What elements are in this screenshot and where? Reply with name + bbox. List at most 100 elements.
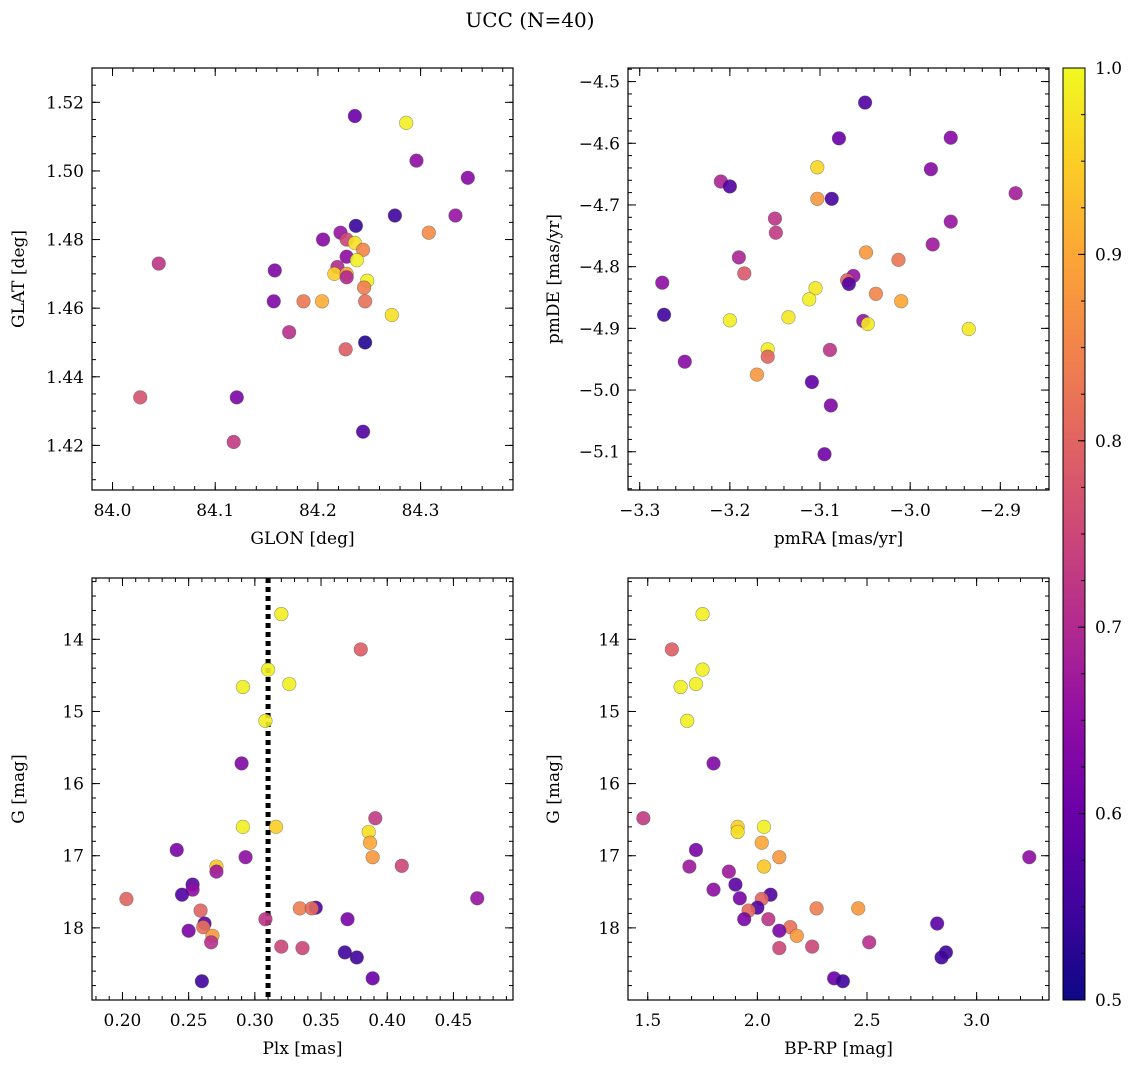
scatter-point [732, 891, 747, 906]
scatter-point [133, 390, 148, 405]
scatter-point [756, 819, 772, 834]
scatter-point [943, 214, 958, 229]
scatter-point [193, 903, 208, 918]
scatter-point [258, 912, 273, 927]
scatter-point [314, 294, 330, 309]
scatter-point [365, 971, 380, 986]
scatter-point [204, 935, 219, 950]
scatter-point [226, 434, 241, 450]
scatter-point [235, 819, 251, 834]
y-axis-label: G [mag] [9, 754, 29, 823]
scatter-point [817, 447, 832, 462]
x-axis-label: BP-RP [mag] [784, 1039, 893, 1059]
scatter-point [831, 131, 847, 146]
scatter-point [235, 679, 251, 695]
x-tick-label: 1.5 [634, 1011, 661, 1031]
colorbar: 0.5 0.6 0.7 0.8 0.9 1.0 [1062, 59, 1122, 1011]
scatter-point [1008, 186, 1023, 201]
y-tick-label: 18 [62, 919, 84, 939]
scatter-point [695, 662, 710, 677]
scatter-point [721, 864, 736, 879]
scatter-point [682, 859, 697, 874]
scatter-point [858, 245, 874, 260]
y-axis-label: G [mag] [544, 754, 564, 823]
scatter-point [677, 354, 692, 369]
scatter-point [1022, 850, 1037, 865]
x-tick-label: 0.30 [236, 1011, 274, 1031]
scatter-point [229, 390, 244, 405]
scatter-point [943, 130, 958, 145]
scatter-point [772, 940, 787, 956]
y-tick-label: 16 [598, 775, 620, 795]
scatter-point [822, 342, 838, 358]
scatter-point [894, 294, 909, 309]
scatter-point [282, 676, 297, 692]
scatter-point [194, 974, 209, 989]
scatter-point [268, 819, 284, 834]
y-tick-label: 1.44 [46, 368, 84, 388]
scatter-point [841, 276, 856, 292]
scatter-point [409, 153, 424, 168]
scatter-point [706, 756, 721, 771]
scatter-point [196, 920, 211, 935]
scatter-point [315, 232, 331, 247]
scatter-point [688, 842, 704, 858]
x-tick-label: 2.0 [744, 1011, 771, 1031]
x-tick-label: 2.5 [853, 1011, 880, 1031]
scatter-point [470, 891, 485, 906]
colorbar-tick-label: 0.7 [1095, 618, 1122, 638]
scatter-point [805, 939, 820, 954]
scatter-point [930, 916, 945, 931]
scatter-point [923, 162, 939, 177]
scatter-point [339, 270, 354, 285]
scatter-point [234, 756, 249, 771]
x-tick-label: 3.0 [963, 1011, 990, 1031]
y-tick-label: 1.42 [46, 436, 84, 456]
scatter-point [656, 307, 672, 322]
scatter-point [348, 218, 363, 233]
scatter-point [706, 882, 721, 897]
scatter-point [238, 850, 253, 865]
scatter-point [349, 253, 365, 268]
x-tick-label: 0.35 [302, 1011, 340, 1031]
scatter-point [756, 859, 772, 874]
y-tick-label: −5.1 [579, 443, 620, 463]
x-tick-label: 84.3 [402, 501, 440, 521]
scatter-point [722, 179, 737, 194]
scatter-point [772, 923, 787, 938]
y-tick-label: 17 [62, 847, 84, 867]
scatter-point [781, 310, 796, 325]
panel-glon-glat: 84.0 84.1 84.2 84.3 1.42 1.44 1.46 1.48 1.50 1.52… [9, 67, 514, 549]
scatter-point [181, 923, 196, 938]
plot-area [91, 577, 514, 1001]
scatter-point [384, 307, 399, 323]
scatter-point [737, 912, 752, 927]
scatter-point [337, 945, 352, 960]
scatter-point [824, 191, 839, 206]
x-tick-label: 84.0 [94, 501, 132, 521]
panel-plx-g: 0.20 0.25 0.30 0.35 0.40 0.45 14 15 16 17 18 Plx [m… [9, 577, 514, 1059]
scatter-point [749, 367, 765, 382]
scatter-point [282, 325, 297, 340]
scatter-point [934, 950, 949, 965]
scatter-point [673, 679, 688, 695]
colorbar-tick-label: 0.8 [1095, 432, 1122, 452]
colorbar-tick-label: 0.6 [1095, 805, 1122, 825]
x-tick-label: −2.9 [980, 501, 1021, 521]
colorbar-tick-label: 0.9 [1095, 245, 1122, 265]
scatter-point [754, 835, 769, 850]
scatter-point [731, 250, 746, 265]
scatter-point [448, 208, 463, 223]
scatter-point [823, 398, 838, 413]
scatter-point [760, 349, 775, 364]
scatter-point [761, 912, 776, 927]
scatter-point [151, 256, 166, 271]
panel-pmra-pmde: −3.3 −3.2 −3.1 −3.0 −2.9 −5.1 −5.0 −4.9 −4.8 −4.7… [544, 67, 1050, 549]
scatter-point [768, 225, 783, 240]
y-tick-label: −4.7 [579, 196, 620, 216]
scatter-point [357, 280, 372, 295]
x-tick-label: 0.25 [170, 1011, 208, 1031]
x-axis-label: GLON [deg] [250, 529, 354, 549]
y-axis-label: pmDE [mas/yr] [544, 214, 564, 344]
y-tick-label: 1.52 [46, 93, 84, 113]
